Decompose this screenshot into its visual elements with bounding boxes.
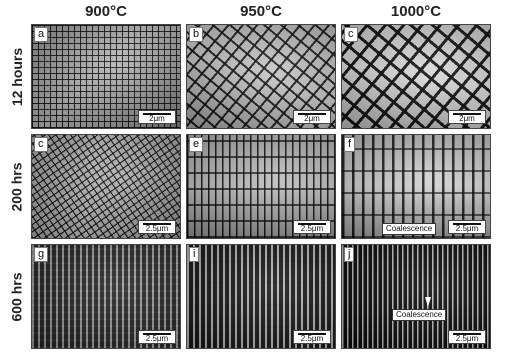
micrograph-panel-g: g 2.5μm [31, 244, 181, 349]
micrograph-panel-j: j Coalescence 2.5μm [341, 244, 491, 349]
row-header-200-hrs: 200 hrs [5, 134, 29, 239]
scale-bar-c: 2μm [448, 110, 486, 124]
panel-label-g: g [34, 247, 49, 262]
panel-label-f: f [344, 137, 356, 152]
column-header-900c: 900°C [85, 3, 127, 20]
micrograph-panel-c: c 2μm [341, 24, 491, 129]
micrograph-panel-a: a 2μm [31, 24, 181, 129]
micrograph-panel-d: c 2.5μm [31, 134, 181, 239]
arrow-icon [425, 297, 431, 307]
annotation-coalescence-j: Coalescence [392, 309, 447, 321]
scale-bar-text-e: 2.5μm [300, 224, 324, 233]
scale-bar-j: 2.5μm [448, 330, 486, 344]
row-header-12-hours-text: 12 hours [9, 47, 26, 106]
scale-bar-text-j: 2.5μm [455, 334, 479, 343]
row-header-600-hrs-text: 600 hrs [9, 271, 26, 322]
scale-bar-d: 2.5μm [138, 220, 176, 234]
scale-bar-text-f: 2.5μm [455, 224, 479, 233]
scale-bar-text-c: 2μm [459, 114, 475, 123]
scale-bar-b: 2μm [293, 110, 331, 124]
row-header-12-hours: 12 hours [5, 24, 29, 129]
annotation-coalescence-f: Coalescence [382, 223, 437, 235]
scale-bar-f: 2.5μm [448, 220, 486, 234]
row-header-600-hrs: 600 hrs [5, 244, 29, 349]
scale-bar-a: 2μm [138, 110, 176, 124]
micrograph-panel-i: i 2.5μm [186, 244, 336, 349]
micrograph-panel-b: b 2μm [186, 24, 336, 129]
panel-label-b: b [189, 27, 204, 42]
column-header-1000c: 1000°C [390, 3, 442, 20]
panel-label-e: e [189, 137, 204, 152]
scale-bar-text-g: 2.5μm [145, 334, 169, 343]
scale-bar-g: 2.5μm [138, 330, 176, 344]
panel-label-c: c [344, 27, 358, 42]
panel-label-j: j [344, 247, 355, 262]
micrograph-image-a [32, 25, 180, 128]
micrograph-panel-e: e 2.5μm [186, 134, 336, 239]
micrograph-image-g [32, 245, 180, 348]
scale-bar-e: 2.5μm [293, 220, 331, 234]
scale-bar-text-b: 2μm [304, 114, 320, 123]
panel-label-a: a [34, 27, 49, 42]
micrograph-panel-f: f Coalescence 2.5μm [341, 134, 491, 239]
panel-label-i: i [189, 247, 200, 262]
row-header-200-hrs-text: 200 hrs [9, 161, 26, 212]
scale-bar-i: 2.5μm [293, 330, 331, 344]
scale-bar-text-i: 2.5μm [300, 334, 324, 343]
column-header-950c: 950°C [240, 3, 282, 20]
scale-bar-text-d: 2.5μm [145, 224, 169, 233]
scale-bar-text-a: 2μm [149, 114, 165, 123]
panel-label-d: c [34, 137, 48, 152]
